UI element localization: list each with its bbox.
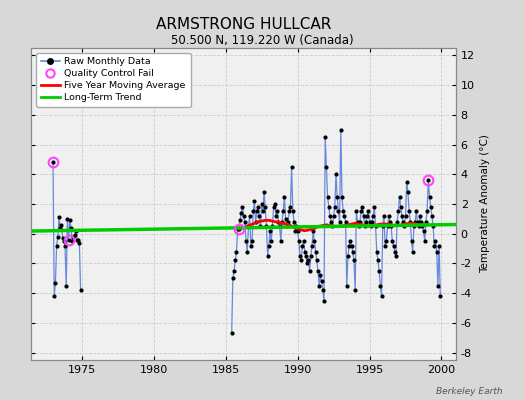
Legend: Raw Monthly Data, Quality Control Fail, Five Year Moving Average, Long-Term Tren: Raw Monthly Data, Quality Control Fail, … (36, 53, 191, 107)
Text: 50.500 N, 119.220 W (Canada): 50.500 N, 119.220 W (Canada) (171, 34, 353, 47)
Title: ARMSTRONG HULLCAR: ARMSTRONG HULLCAR (156, 16, 331, 32)
Text: Berkeley Earth: Berkeley Earth (436, 387, 503, 396)
Y-axis label: Temperature Anomaly (°C): Temperature Anomaly (°C) (481, 134, 490, 274)
